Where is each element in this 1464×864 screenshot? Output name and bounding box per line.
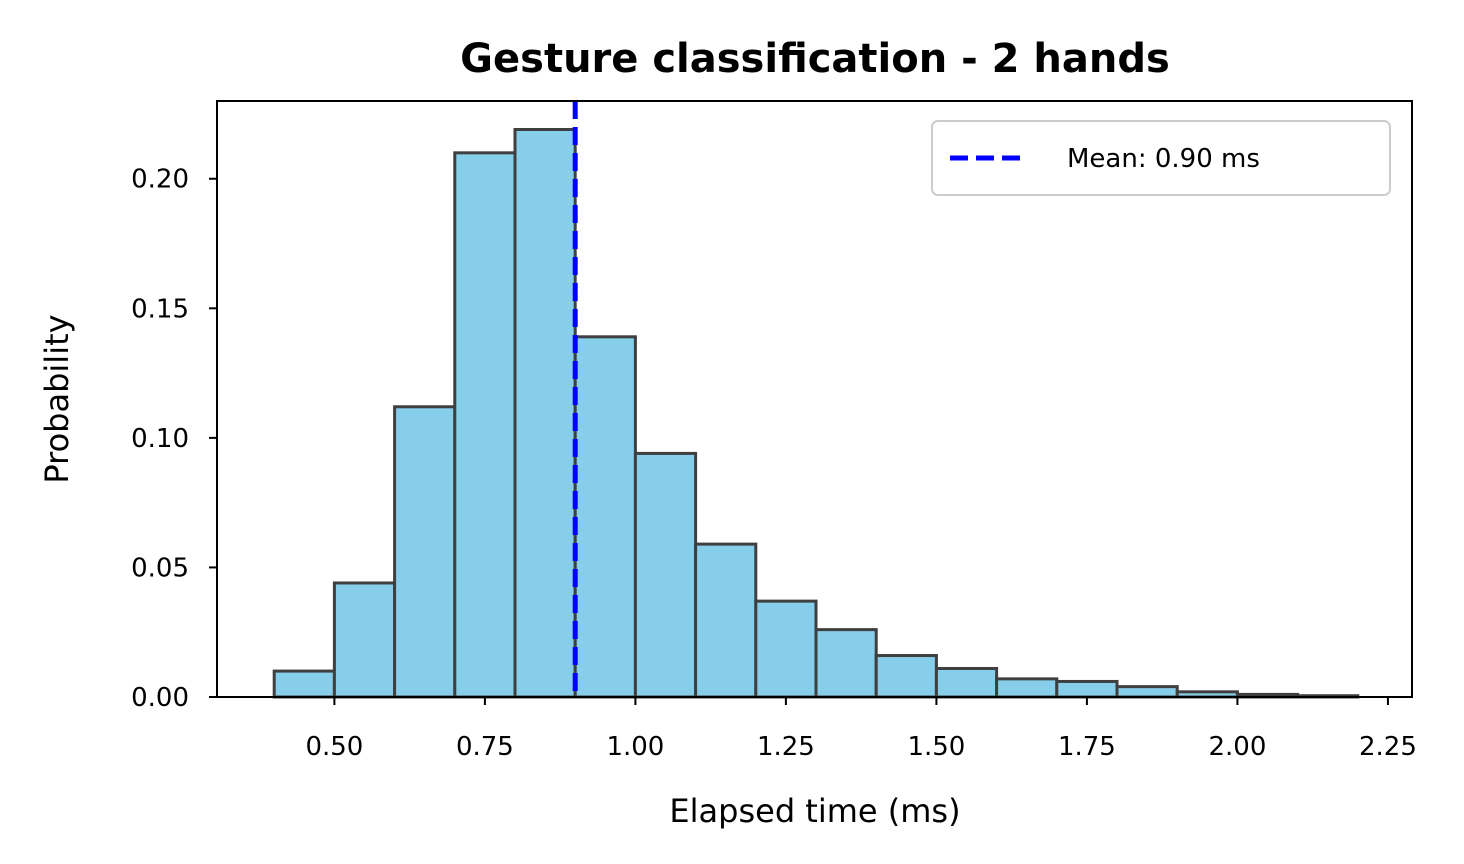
histogram-bar-12	[995, 677, 1059, 699]
histogram-bar-5	[573, 335, 637, 699]
x-tick-label-2: 1.00	[606, 732, 664, 762]
histogram-bar-6	[633, 451, 698, 699]
histogram-bar-0	[272, 669, 336, 699]
legend: Mean: 0.90 ms	[931, 120, 1391, 196]
histogram-bar-13	[1055, 679, 1119, 699]
histogram-bar-4	[513, 128, 577, 699]
histogram-bar-11	[934, 666, 999, 699]
y-tick-label-3: 0.15	[131, 294, 189, 324]
histogram-bar-8	[754, 599, 818, 699]
legend-mean-label: Mean: 0.90 ms	[1067, 144, 1260, 174]
histogram-bar-9	[814, 628, 878, 699]
x-tick-label-7: 2.25	[1359, 732, 1417, 762]
y-axis-ticks: 0.00 0.05 0.10 0.15 0.20	[131, 165, 217, 713]
histogram-bar-7	[694, 542, 758, 699]
x-tick-label-6: 2.00	[1208, 732, 1266, 762]
histogram-bar-3	[453, 151, 517, 699]
x-tick-label-3: 1.25	[757, 732, 815, 762]
bars-group	[272, 128, 1360, 699]
y-tick-label-0: 0.00	[131, 683, 189, 713]
plot-frame	[216, 100, 1413, 698]
histogram-bar-14	[1115, 685, 1179, 699]
x-tick-label-1: 0.75	[456, 732, 514, 762]
y-tick-label-1: 0.05	[131, 553, 189, 583]
legend-box	[931, 120, 1391, 196]
x-axis-ticks: 0.50 0.75 1.00 1.25 1.50 1.75 2.00 2.25	[305, 697, 1417, 762]
histogram-bar-2	[393, 405, 457, 699]
x-axis-label: Elapsed time (ms)	[669, 792, 960, 830]
chart-title: Gesture classification - 2 hands	[460, 36, 1170, 82]
histogram-bar-1	[332, 581, 397, 699]
y-axis-label: Probability	[38, 314, 76, 483]
x-tick-label-4: 1.50	[907, 732, 965, 762]
x-tick-label-0: 0.50	[305, 732, 363, 762]
y-tick-label-4: 0.20	[131, 165, 189, 195]
x-tick-label-5: 1.75	[1058, 732, 1116, 762]
histogram-bar-10	[874, 654, 938, 699]
y-tick-label-2: 0.10	[131, 424, 189, 454]
